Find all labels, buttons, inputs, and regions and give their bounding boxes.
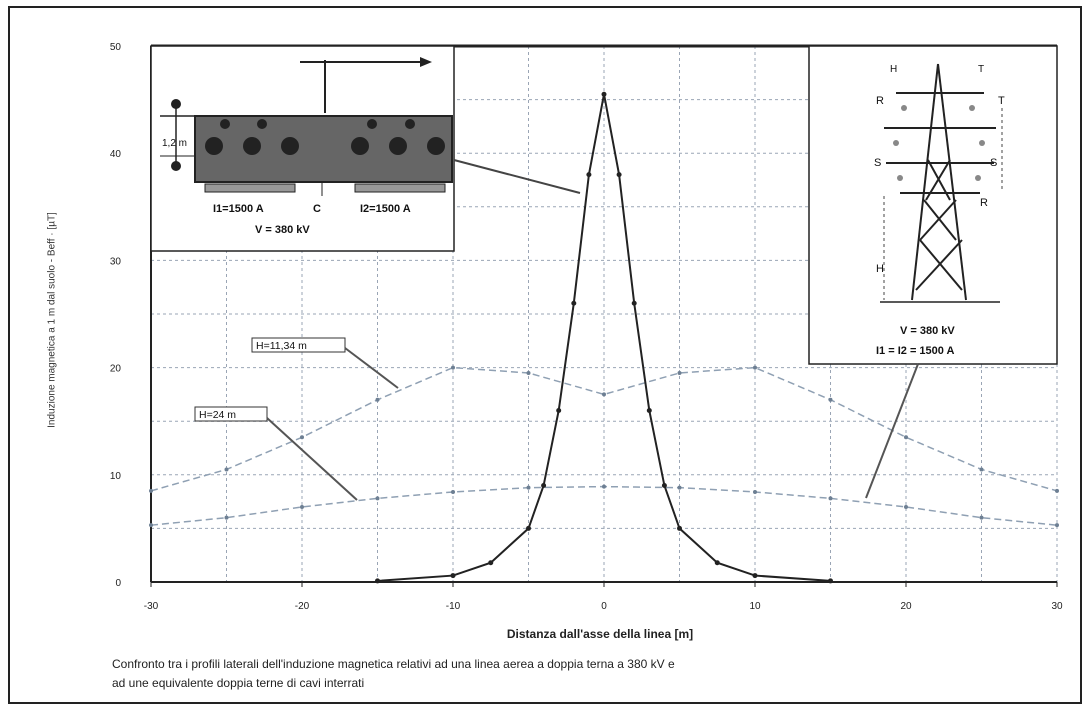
series-1-point: [979, 515, 984, 520]
x-tick-label: -10: [446, 601, 461, 612]
inset-right-v-label: V = 380 kV: [900, 325, 955, 337]
tower-label-2: S: [874, 157, 881, 169]
series-2-point: [586, 172, 592, 178]
x-tick-label: 10: [749, 601, 761, 612]
tower-label-3: T: [998, 95, 1005, 107]
series-0-point: [602, 392, 606, 397]
tower-h-label: H: [876, 263, 884, 275]
series-2-point: [571, 300, 577, 306]
series-1-point: [149, 523, 153, 528]
y-tick-label: 10: [110, 471, 122, 482]
tower-label-5: T: [978, 64, 984, 75]
inset-left-c-label: C: [313, 203, 321, 215]
y-tick-label: 50: [110, 42, 122, 53]
inset-right-i-label: I1 = I2 = 1500 A: [876, 345, 955, 357]
series-1-point: [904, 504, 908, 509]
series-0-point: [753, 365, 757, 370]
inset-left-dim-label: 1,2 m: [162, 138, 187, 149]
series-2-point: [631, 300, 637, 306]
series-1-point: [300, 504, 304, 509]
series-0-point: [149, 488, 153, 493]
series-1-point: [451, 489, 455, 494]
tower-label-1: R: [876, 95, 884, 107]
series-0-point: [300, 435, 304, 440]
y-tick-label: 40: [110, 149, 122, 160]
series-0-point: [1055, 488, 1059, 493]
series-1-point: [828, 496, 833, 501]
tower-label-4: S: [990, 157, 997, 169]
series-1-point: [753, 489, 757, 494]
caption-line-2: ad une equivalente doppia terne di cavi …: [112, 676, 365, 690]
tower-label-6: R: [980, 197, 988, 209]
series-1-point: [526, 485, 531, 490]
tower-label-0: H: [890, 64, 897, 75]
x-tick-label: 20: [900, 601, 912, 612]
annotation-h-24: H=24 m: [199, 409, 236, 421]
series-2-point: [616, 172, 622, 178]
series-2-point: [714, 560, 720, 566]
inset-left-i2-label: I2=1500 A: [360, 203, 411, 215]
series-1-point: [224, 515, 229, 520]
x-tick-label: 30: [1051, 601, 1063, 612]
inset-left-v-label: V = 380 kV: [255, 224, 310, 236]
callouts: H=11,34 m H=24 m: [194, 337, 399, 501]
annotation-h-11-34: H=11,34 m: [256, 340, 307, 352]
x-tick-label: -20: [295, 601, 310, 612]
series-0-point: [904, 435, 908, 440]
series-2-point: [556, 407, 562, 413]
series-2-point: [526, 525, 531, 531]
series-0-point: [451, 365, 455, 370]
series-2-point: [541, 483, 547, 489]
series-2-point: [601, 91, 607, 97]
inset-left-i1-label: I1=1500 A: [213, 203, 264, 215]
series-2-point: [646, 407, 652, 413]
x-tick-label: -30: [144, 601, 159, 612]
series-2-point: [677, 525, 682, 531]
x-tick-label: 0: [601, 601, 607, 612]
ticks: -30 -20 -10 0 10 20 30 0 10 20 30 40 50: [110, 42, 1063, 612]
series-0-point: [375, 397, 380, 402]
series-0-point: [828, 397, 833, 402]
x-axis-label: Distanza dall'asse della linea [m]: [506, 627, 694, 641]
caption-line-1: Confronto tra i profili laterali dell'in…: [112, 657, 675, 671]
series-2-point: [488, 560, 494, 566]
y-tick-label: 30: [110, 256, 122, 267]
series-1-point: [602, 484, 606, 489]
series-2-point: [828, 578, 833, 584]
series-2-point: [375, 578, 380, 584]
series-0-point: [677, 370, 682, 375]
y-tick-label: 20: [110, 364, 122, 375]
series-1-point: [375, 496, 380, 501]
y-axis-label: Induzione magnetica a 1 m dal suolo - Be…: [46, 212, 58, 428]
series-1-point: [1055, 523, 1059, 528]
series-2-point: [661, 483, 667, 489]
series-0-point: [979, 467, 984, 472]
series-2-point: [752, 573, 758, 579]
series-0-point: [224, 467, 229, 472]
inset-overhead-tower: H R S T S T R H V = 380 kV I1 = I2 = 150…: [808, 45, 1058, 499]
series-0-point: [526, 370, 531, 375]
series-layer: [149, 91, 1059, 584]
y-tick-label: 0: [115, 578, 121, 589]
inset-buried-cables: 1,2 m I1=1500 A C I2=1500 A V = 380 kV: [150, 45, 581, 252]
series-2-point: [450, 573, 456, 579]
series-1-point: [677, 485, 682, 490]
